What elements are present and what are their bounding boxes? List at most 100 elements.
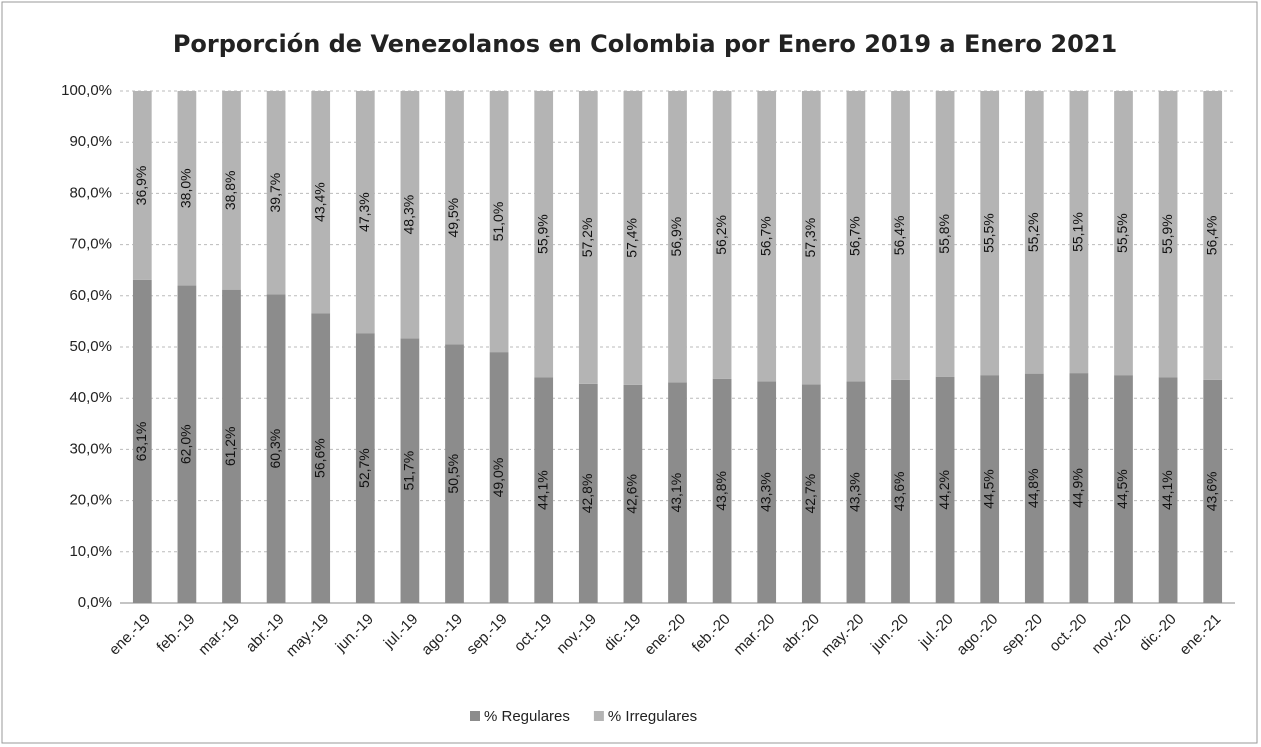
x-tick-label: may.-19 bbox=[283, 611, 333, 661]
value-label: 60,3% bbox=[267, 429, 283, 469]
chart-title: Porporción de Venezolanos en Colombia po… bbox=[173, 30, 1117, 58]
bar-segment bbox=[757, 381, 777, 603]
x-tick-label: dic.-19 bbox=[601, 611, 645, 655]
y-tick-label: 60,0% bbox=[69, 287, 112, 304]
bar-segment bbox=[400, 91, 420, 339]
value-label: 57,4% bbox=[624, 218, 640, 258]
value-label: 44,2% bbox=[936, 470, 952, 510]
value-label: 47,3% bbox=[356, 192, 372, 232]
bar-segment bbox=[400, 338, 420, 603]
value-label: 52,7% bbox=[356, 448, 372, 488]
bar-segment bbox=[712, 91, 732, 379]
bar-segment bbox=[846, 381, 866, 603]
bar-segment bbox=[489, 91, 509, 353]
value-label: 43,3% bbox=[847, 472, 863, 512]
value-label: 55,5% bbox=[1114, 213, 1130, 253]
y-tick-label: 50,0% bbox=[69, 338, 112, 355]
value-label: 50,5% bbox=[445, 454, 461, 494]
x-tick-label: oct.-19 bbox=[511, 611, 555, 655]
value-label: 48,3% bbox=[401, 195, 417, 235]
bar-segment bbox=[623, 384, 643, 603]
bar-segment bbox=[1158, 91, 1178, 378]
value-label: 39,7% bbox=[267, 173, 283, 213]
x-tick-label: ene.-20 bbox=[641, 611, 689, 659]
bar-segment bbox=[1114, 91, 1133, 376]
bar-segment bbox=[355, 91, 375, 334]
x-tick-label: mar.-20 bbox=[730, 611, 778, 659]
value-label: 44,9% bbox=[1070, 468, 1086, 508]
y-tick-label: 40,0% bbox=[69, 389, 112, 406]
bar-segment bbox=[935, 91, 955, 377]
legend-swatch bbox=[593, 711, 604, 721]
value-label: 43,4% bbox=[311, 182, 327, 222]
value-label: 56,4% bbox=[891, 216, 907, 256]
value-label: 57,3% bbox=[802, 218, 818, 258]
bar-segment bbox=[534, 91, 554, 378]
value-label: 44,5% bbox=[980, 469, 996, 509]
bar-segment bbox=[177, 91, 197, 286]
bar-segment bbox=[132, 91, 152, 280]
value-label: 63,1% bbox=[133, 422, 149, 462]
x-tick-label: abr.-19 bbox=[243, 611, 288, 656]
value-label: 55,9% bbox=[1159, 214, 1175, 254]
x-tick-label: jul.-19 bbox=[380, 611, 422, 653]
value-label: 57,2% bbox=[579, 218, 595, 258]
value-label: 43,8% bbox=[713, 471, 729, 511]
bar-segment bbox=[980, 375, 1000, 603]
bar-segment bbox=[311, 313, 331, 603]
bar-segment bbox=[891, 91, 910, 380]
value-label: 56,4% bbox=[1203, 216, 1219, 256]
y-tick-label: 100,0% bbox=[61, 82, 112, 99]
x-tick-label: sep.-20 bbox=[999, 611, 1046, 658]
bar-segment bbox=[222, 289, 241, 603]
bar-segment bbox=[668, 382, 687, 603]
bar-segment bbox=[177, 285, 197, 603]
value-label: 56,7% bbox=[847, 216, 863, 256]
value-label: 38,0% bbox=[178, 168, 194, 208]
value-label: 36,9% bbox=[133, 166, 149, 206]
y-tick-label: 80,0% bbox=[69, 184, 112, 201]
bar-segment bbox=[1069, 91, 1089, 374]
y-tick-label: 30,0% bbox=[69, 440, 112, 457]
bar-segment bbox=[935, 376, 955, 603]
x-tick-label: jul.-20 bbox=[915, 611, 957, 653]
bar-segment bbox=[891, 379, 910, 603]
value-label: 55,9% bbox=[534, 214, 550, 254]
bar-segment bbox=[980, 91, 1000, 376]
value-label: 43,1% bbox=[668, 473, 684, 513]
x-tick-label: nov.-19 bbox=[553, 611, 600, 658]
x-tick-label: feb.-20 bbox=[689, 611, 734, 656]
value-label: 56,2% bbox=[713, 215, 729, 255]
value-label: 55,5% bbox=[980, 213, 996, 253]
bar-segment bbox=[1114, 375, 1133, 603]
value-label: 62,0% bbox=[178, 424, 194, 464]
legend-label: % Regulares bbox=[484, 708, 570, 725]
y-tick-label: 10,0% bbox=[69, 543, 112, 560]
value-label: 55,1% bbox=[1070, 212, 1086, 252]
x-tick-label: mar.-19 bbox=[195, 611, 243, 659]
x-tick-label: ago.-19 bbox=[418, 611, 466, 659]
bar-segment bbox=[1203, 91, 1223, 380]
bar-segment bbox=[801, 384, 821, 603]
bar-segment bbox=[445, 91, 464, 345]
bar-segment bbox=[578, 91, 598, 384]
value-label: 49,5% bbox=[445, 198, 461, 238]
bar-segment bbox=[266, 294, 286, 603]
value-label: 42,8% bbox=[579, 474, 595, 514]
value-label: 44,8% bbox=[1025, 468, 1041, 508]
x-tick-label: abr.-20 bbox=[778, 611, 823, 656]
bar-segment bbox=[1158, 377, 1178, 603]
x-tick-label: nov.-20 bbox=[1089, 611, 1136, 658]
value-label: 38,8% bbox=[222, 170, 238, 210]
bar-segment bbox=[578, 383, 598, 603]
x-tick-label: ago.-20 bbox=[953, 611, 1001, 659]
bar-segment bbox=[445, 344, 464, 603]
x-tick-label: ene.-21 bbox=[1176, 611, 1224, 659]
bar-segment bbox=[489, 352, 509, 603]
x-tick-label: ene.-19 bbox=[106, 611, 154, 659]
x-tick-label: feb.-19 bbox=[153, 611, 198, 656]
value-label: 51,0% bbox=[490, 202, 506, 242]
value-label: 43,3% bbox=[757, 472, 773, 512]
bar-segment bbox=[1069, 373, 1089, 603]
